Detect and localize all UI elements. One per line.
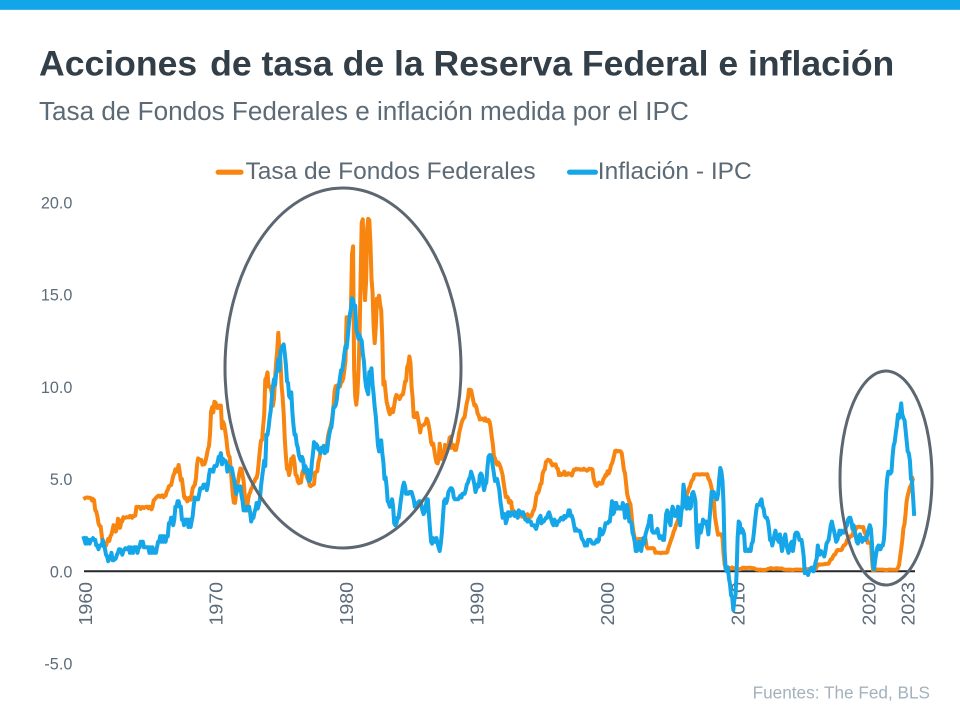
svg-text:Acciones de tasa de la Reserva: Acciones de tasa de la Reserva Federal e… [39, 44, 894, 84]
svg-text:1990: 1990 [468, 582, 488, 626]
svg-text:2020: 2020 [859, 582, 879, 626]
svg-text:1970: 1970 [206, 582, 226, 626]
svg-text:0.0: 0.0 [50, 563, 73, 581]
svg-text:1980: 1980 [337, 582, 357, 626]
svg-text:10.0: 10.0 [41, 379, 73, 397]
svg-text:2000: 2000 [598, 582, 618, 626]
svg-text:2023: 2023 [899, 582, 919, 626]
svg-text:Tasa de Fondos Federales: Tasa de Fondos Federales [246, 158, 536, 185]
svg-text:-5.0: -5.0 [44, 656, 72, 674]
svg-text:20.0: 20.0 [41, 194, 73, 212]
svg-text:1960: 1960 [76, 582, 96, 626]
svg-text:5.0: 5.0 [50, 471, 73, 489]
svg-text:Inflación - IPC: Inflación - IPC [598, 158, 752, 185]
svg-text:Fuentes: The Fed, BLS: Fuentes: The Fed, BLS [753, 682, 930, 702]
svg-text:15.0: 15.0 [41, 287, 73, 305]
svg-text:Tasa de Fondos Federales e inf: Tasa de Fondos Federales e inflación med… [39, 96, 689, 126]
